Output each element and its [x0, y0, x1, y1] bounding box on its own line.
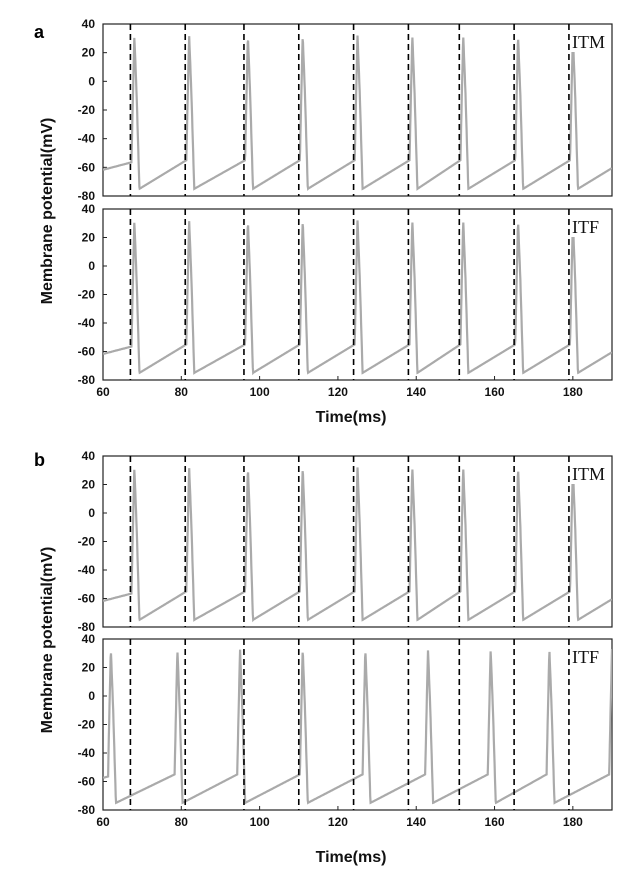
y-tick-label: -40: [78, 563, 96, 577]
y-tick-label: 20: [82, 478, 96, 492]
y-tick-label: 20: [82, 231, 96, 245]
series-line-itm: [103, 35, 612, 192]
x-tick-label: 60: [96, 815, 110, 829]
y-tick-label: -20: [78, 718, 96, 732]
x-tick-label: 180: [563, 385, 583, 399]
series-label-itf: ITF: [572, 647, 599, 667]
x-tick-label: 160: [485, 385, 505, 399]
y-tick-label: -20: [78, 288, 96, 302]
x-tick-label: 100: [250, 385, 270, 399]
series-label-itf: ITF: [572, 217, 599, 237]
series-line-itm: [103, 467, 612, 623]
subplot-b-itm: -80 -60 -40 -20 0 20 40 ITM: [78, 449, 613, 634]
x-tick-label: 120: [328, 815, 348, 829]
series-line-itf: [103, 220, 612, 376]
y-tick-label: -60: [78, 345, 96, 359]
series-label-bg: [570, 645, 610, 667]
y-tick-label: -40: [78, 132, 96, 146]
x-axis-label-a: Time(ms): [316, 409, 387, 426]
x-axis-label-b: Time(ms): [316, 849, 387, 866]
y-axis-label-b: Membrane potential(mV): [39, 547, 56, 734]
y-tick-label: -80: [78, 620, 96, 634]
panel-b: b Membrane potential(mV) Time(ms): [34, 450, 386, 866]
y-tick-label: -40: [78, 316, 96, 330]
x-tick-label: 140: [406, 385, 426, 399]
y-tick-label: 20: [82, 46, 96, 60]
y-axis-label-a: Membrane potential(mV): [39, 118, 56, 305]
y-tick-label: 40: [82, 17, 96, 31]
y-tick-label: -20: [78, 103, 96, 117]
series-label-itm: ITM: [572, 32, 605, 52]
y-tick-label: 0: [88, 259, 95, 273]
y-tick-label: 0: [88, 74, 95, 88]
x-tick-label: 120: [328, 385, 348, 399]
subplot-b-itf: -80 -60 -40 -20 0 20 40 60 80 100 120 140 160 180 ITF: [78, 632, 613, 829]
series-label-bg: [570, 215, 610, 237]
x-tick-label: 100: [250, 815, 270, 829]
y-tick-label: -80: [78, 803, 96, 817]
series-label-itm: ITM: [572, 464, 605, 484]
y-tick-label: -20: [78, 535, 96, 549]
y-tick-label: 40: [82, 632, 96, 646]
panel-label-a: a: [34, 22, 45, 42]
panel-a: a Membrane potential(mV) Time(ms): [34, 22, 386, 426]
subplot-a-itf: -80 -60 -40 -20 0 20 40 60 80 100 120 140 160 180 ITF: [78, 202, 613, 399]
y-tick-label: -60: [78, 775, 96, 789]
y-tick-label: 40: [82, 449, 96, 463]
plots: -80 -60 -40 -20 0 20 40 ITM -80 -60 -40 -20 0 20 40 60 8…: [78, 17, 613, 829]
y-tick-label: 20: [82, 661, 96, 675]
series-label-bg: [570, 30, 610, 52]
panel-label-b: b: [34, 450, 45, 470]
series-label-bg: [570, 462, 610, 484]
x-tick-label: 140: [406, 815, 426, 829]
y-tick-label: -80: [78, 189, 96, 203]
x-tick-label: 60: [96, 385, 110, 399]
y-tick-label: -60: [78, 592, 96, 606]
x-tick-label: 80: [175, 385, 189, 399]
x-tick-label: 160: [485, 815, 505, 829]
y-tick-label: 0: [88, 506, 95, 520]
series-line-itf: [103, 648, 612, 805]
y-tick-label: -40: [78, 746, 96, 760]
y-tick-label: 0: [88, 689, 95, 703]
y-tick-label: -80: [78, 373, 96, 387]
x-tick-label: 180: [563, 815, 583, 829]
subplot-a-itm: -80 -60 -40 -20 0 20 40 ITM: [78, 17, 613, 203]
y-tick-label: -60: [78, 160, 96, 174]
y-tick-label: 40: [82, 202, 96, 216]
x-tick-label: 80: [175, 815, 189, 829]
